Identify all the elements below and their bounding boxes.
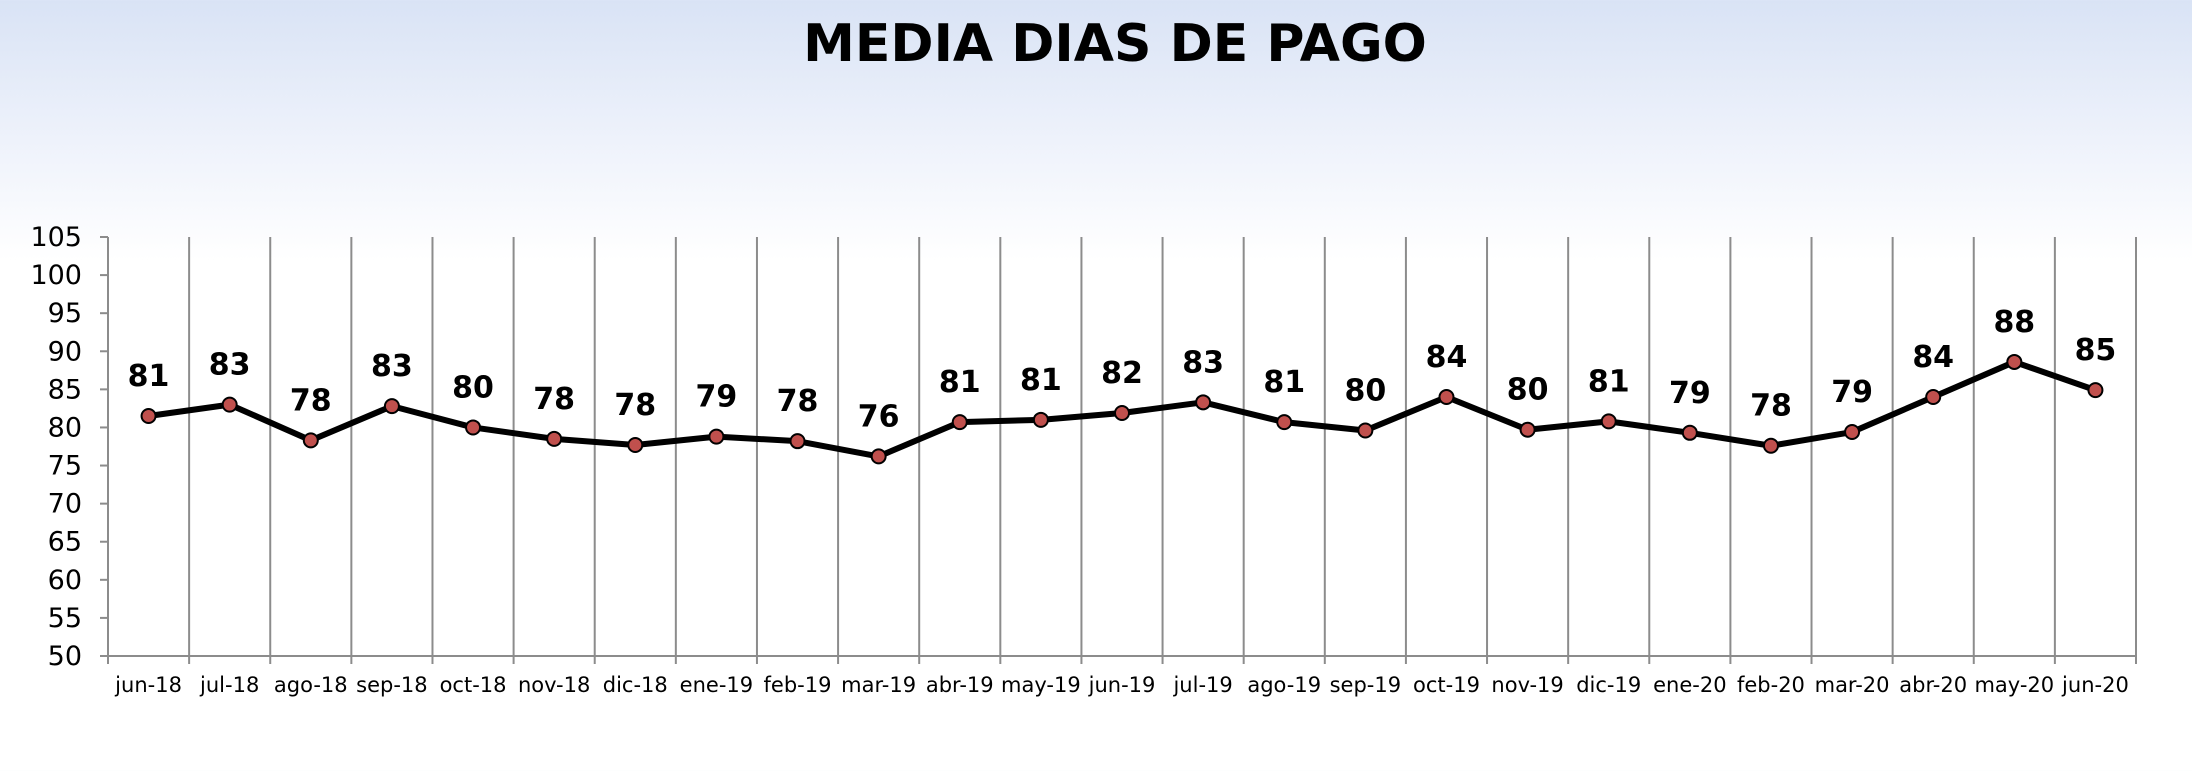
data-label: 81 <box>939 365 981 400</box>
y-tick-label: 90 <box>48 336 82 367</box>
x-tick-label: mar-20 <box>1815 673 1890 697</box>
data-labels: 81 83 78 83 80 78 78 79 78 76 81 81 82 83 81 80 84 80 81 79… <box>128 305 2117 434</box>
data-point <box>465 419 482 436</box>
y-tick-label: 75 <box>48 451 82 482</box>
data-label: 83 <box>1182 345 1224 380</box>
data-point <box>1600 413 1617 430</box>
data-point <box>1114 404 1130 421</box>
x-tick-label: abr-20 <box>1899 673 1967 697</box>
data-point <box>1925 388 1942 405</box>
y-tick-label: 60 <box>48 565 82 596</box>
data-label: 83 <box>209 348 251 383</box>
x-tick-label: dic-18 <box>603 673 668 697</box>
data-label: 76 <box>858 399 900 434</box>
x-tick-label: nov-18 <box>518 673 590 697</box>
data-label: 80 <box>452 370 494 405</box>
data-label: 84 <box>1912 340 1954 375</box>
data-label: 82 <box>1101 356 1143 391</box>
data-label: 88 <box>1993 305 2035 340</box>
x-tick-label: oct-19 <box>1413 673 1480 697</box>
data-point <box>1762 437 1779 454</box>
data-point <box>1276 414 1293 431</box>
data-point <box>1438 388 1455 405</box>
data-label: 78 <box>614 388 656 423</box>
data-label: 80 <box>1507 373 1549 408</box>
x-tick-label: feb-20 <box>1737 673 1805 697</box>
data-point <box>708 428 725 445</box>
data-point <box>951 414 968 431</box>
data-label: 78 <box>1750 389 1792 424</box>
series-markers <box>140 353 2104 465</box>
x-tick-label: jun-20 <box>2061 673 2129 697</box>
data-label: 83 <box>371 349 413 384</box>
x-tick-label: ene-19 <box>680 673 753 697</box>
x-tick-label: jun-19 <box>1088 673 1156 697</box>
x-tick-label: ago-19 <box>1247 673 1321 697</box>
data-label: 79 <box>696 380 738 415</box>
x-tick-label: sep-18 <box>356 673 428 697</box>
x-tick-label: nov-19 <box>1491 673 1563 697</box>
axes <box>107 237 2136 657</box>
x-tick-label: jul-19 <box>1172 673 1232 697</box>
x-tick-label: oct-18 <box>440 673 507 697</box>
y-tick-label: 55 <box>48 603 82 634</box>
x-tick-label: sep-19 <box>1330 673 1402 697</box>
chart-title: MEDIA DIAS DE PAGO <box>803 14 1427 74</box>
data-label: 81 <box>1020 363 1062 398</box>
y-tick-label: 70 <box>48 489 82 520</box>
x-tick-label: dic-19 <box>1576 673 1641 697</box>
data-point <box>140 408 157 425</box>
data-point <box>302 432 319 449</box>
y-axis-ticks: 50 55 60 65 70 75 80 85 90 95 100 105 <box>30 222 108 672</box>
x-tick-label: feb-19 <box>764 673 832 697</box>
y-tick-label: 85 <box>48 374 82 405</box>
x-tick-label: may-19 <box>1001 673 1081 697</box>
data-label: 85 <box>2075 333 2117 368</box>
data-point <box>383 398 400 415</box>
data-label: 81 <box>1588 364 1630 399</box>
data-label: 78 <box>533 382 575 417</box>
y-tick-label: 80 <box>48 412 82 443</box>
data-point <box>2006 353 2023 370</box>
data-label: 78 <box>290 383 332 418</box>
data-label: 81 <box>128 359 170 394</box>
y-tick-label: 95 <box>48 298 82 329</box>
data-label: 79 <box>1669 376 1711 411</box>
data-point <box>546 430 563 447</box>
data-point <box>221 396 238 413</box>
data-label: 81 <box>1263 365 1305 400</box>
data-point <box>627 436 644 453</box>
x-tick-label: jul-18 <box>199 673 259 697</box>
x-axis-ticks: jun-18 jul-18 ago-18 sep-18 oct-18 nov-18 dic-… <box>107 656 2137 697</box>
data-point <box>789 433 806 450</box>
data-point <box>1681 424 1698 441</box>
y-tick-label: 50 <box>48 641 82 672</box>
data-point <box>1519 421 1536 438</box>
data-label: 78 <box>777 384 819 419</box>
data-label: 84 <box>1426 340 1468 375</box>
x-tick-label: may-20 <box>1974 673 2054 697</box>
x-tick-label: mar-19 <box>841 673 916 697</box>
data-point <box>1357 422 1374 439</box>
data-point <box>870 448 887 465</box>
gridlines <box>188 237 2137 656</box>
data-label: 80 <box>1344 374 1386 409</box>
y-tick-label: 105 <box>30 222 82 253</box>
x-tick-label: abr-19 <box>926 673 994 697</box>
x-tick-label: jun-18 <box>114 673 182 697</box>
y-tick-label: 100 <box>30 260 82 291</box>
x-tick-label: ago-18 <box>274 673 348 697</box>
x-tick-label: ene-20 <box>1653 673 1726 697</box>
data-point <box>1032 411 1049 428</box>
y-tick-label: 65 <box>48 527 82 558</box>
data-point <box>2087 382 2104 399</box>
data-point <box>1195 394 1212 411</box>
data-point <box>1844 424 1861 441</box>
data-label: 79 <box>1831 375 1873 410</box>
